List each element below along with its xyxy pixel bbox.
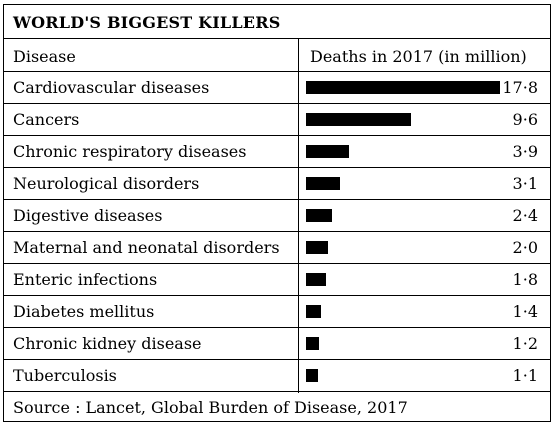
bar <box>306 113 411 126</box>
bar <box>306 209 332 222</box>
disease-label: Maternal and neonatal disorders <box>13 238 280 257</box>
disease-label: Tuberculosis <box>13 366 117 385</box>
header-row: Disease Deaths in 2017 (in million) <box>4 39 550 72</box>
table-row: Neurological disorders 3·1 <box>4 168 550 200</box>
table-row: Digestive diseases 2·4 <box>4 200 550 232</box>
column-header-deaths: Deaths in 2017 (in million) <box>310 47 527 66</box>
disease-label: Diabetes mellitus <box>13 302 155 321</box>
disease-label: Neurological disorders <box>13 174 200 193</box>
value-label: 1·8 <box>512 270 538 289</box>
column-divider <box>298 39 299 393</box>
value-label: 2·0 <box>512 238 538 257</box>
table-row: Diabetes mellitus 1·4 <box>4 296 550 328</box>
value-label: 3·9 <box>512 142 538 161</box>
bar <box>306 305 321 318</box>
value-label: 9·6 <box>512 110 538 129</box>
table-row: Tuberculosis 1·1 <box>4 360 550 392</box>
chart-title: WORLD'S BIGGEST KILLERS <box>13 13 281 32</box>
table-row: Cardiovascular diseases 17·8 <box>4 72 550 104</box>
column-header-disease: Disease <box>13 47 76 66</box>
table-row: Chronic respiratory diseases 3·9 <box>4 136 550 168</box>
disease-label: Cancers <box>13 110 80 129</box>
table-row: Enteric infections 1·8 <box>4 264 550 296</box>
value-label: 3·1 <box>512 174 538 193</box>
value-label: 2·4 <box>512 206 538 225</box>
disease-label: Chronic kidney disease <box>13 334 202 353</box>
chart-frame: WORLD'S BIGGEST KILLERS Disease Deaths i… <box>3 4 551 422</box>
disease-label: Cardiovascular diseases <box>13 78 210 97</box>
source-note: Source : Lancet, Global Burden of Diseas… <box>13 398 408 417</box>
value-label: 17·8 <box>502 78 538 97</box>
bar <box>306 145 349 158</box>
table-row: Cancers 9·6 <box>4 104 550 136</box>
value-label: 1·2 <box>512 334 538 353</box>
bar <box>306 81 500 94</box>
bar <box>306 177 340 190</box>
title-row: WORLD'S BIGGEST KILLERS <box>4 5 550 39</box>
bar <box>306 369 318 382</box>
table-row: Maternal and neonatal disorders 2·0 <box>4 232 550 264</box>
bar <box>306 273 326 286</box>
value-label: 1·1 <box>512 366 538 385</box>
table-row: Chronic kidney disease 1·2 <box>4 328 550 360</box>
value-label: 1·4 <box>512 302 538 321</box>
disease-label: Digestive diseases <box>13 206 163 225</box>
disease-label: Chronic respiratory diseases <box>13 142 247 161</box>
bar <box>306 241 328 254</box>
bar <box>306 337 319 350</box>
disease-label: Enteric infections <box>13 270 158 289</box>
